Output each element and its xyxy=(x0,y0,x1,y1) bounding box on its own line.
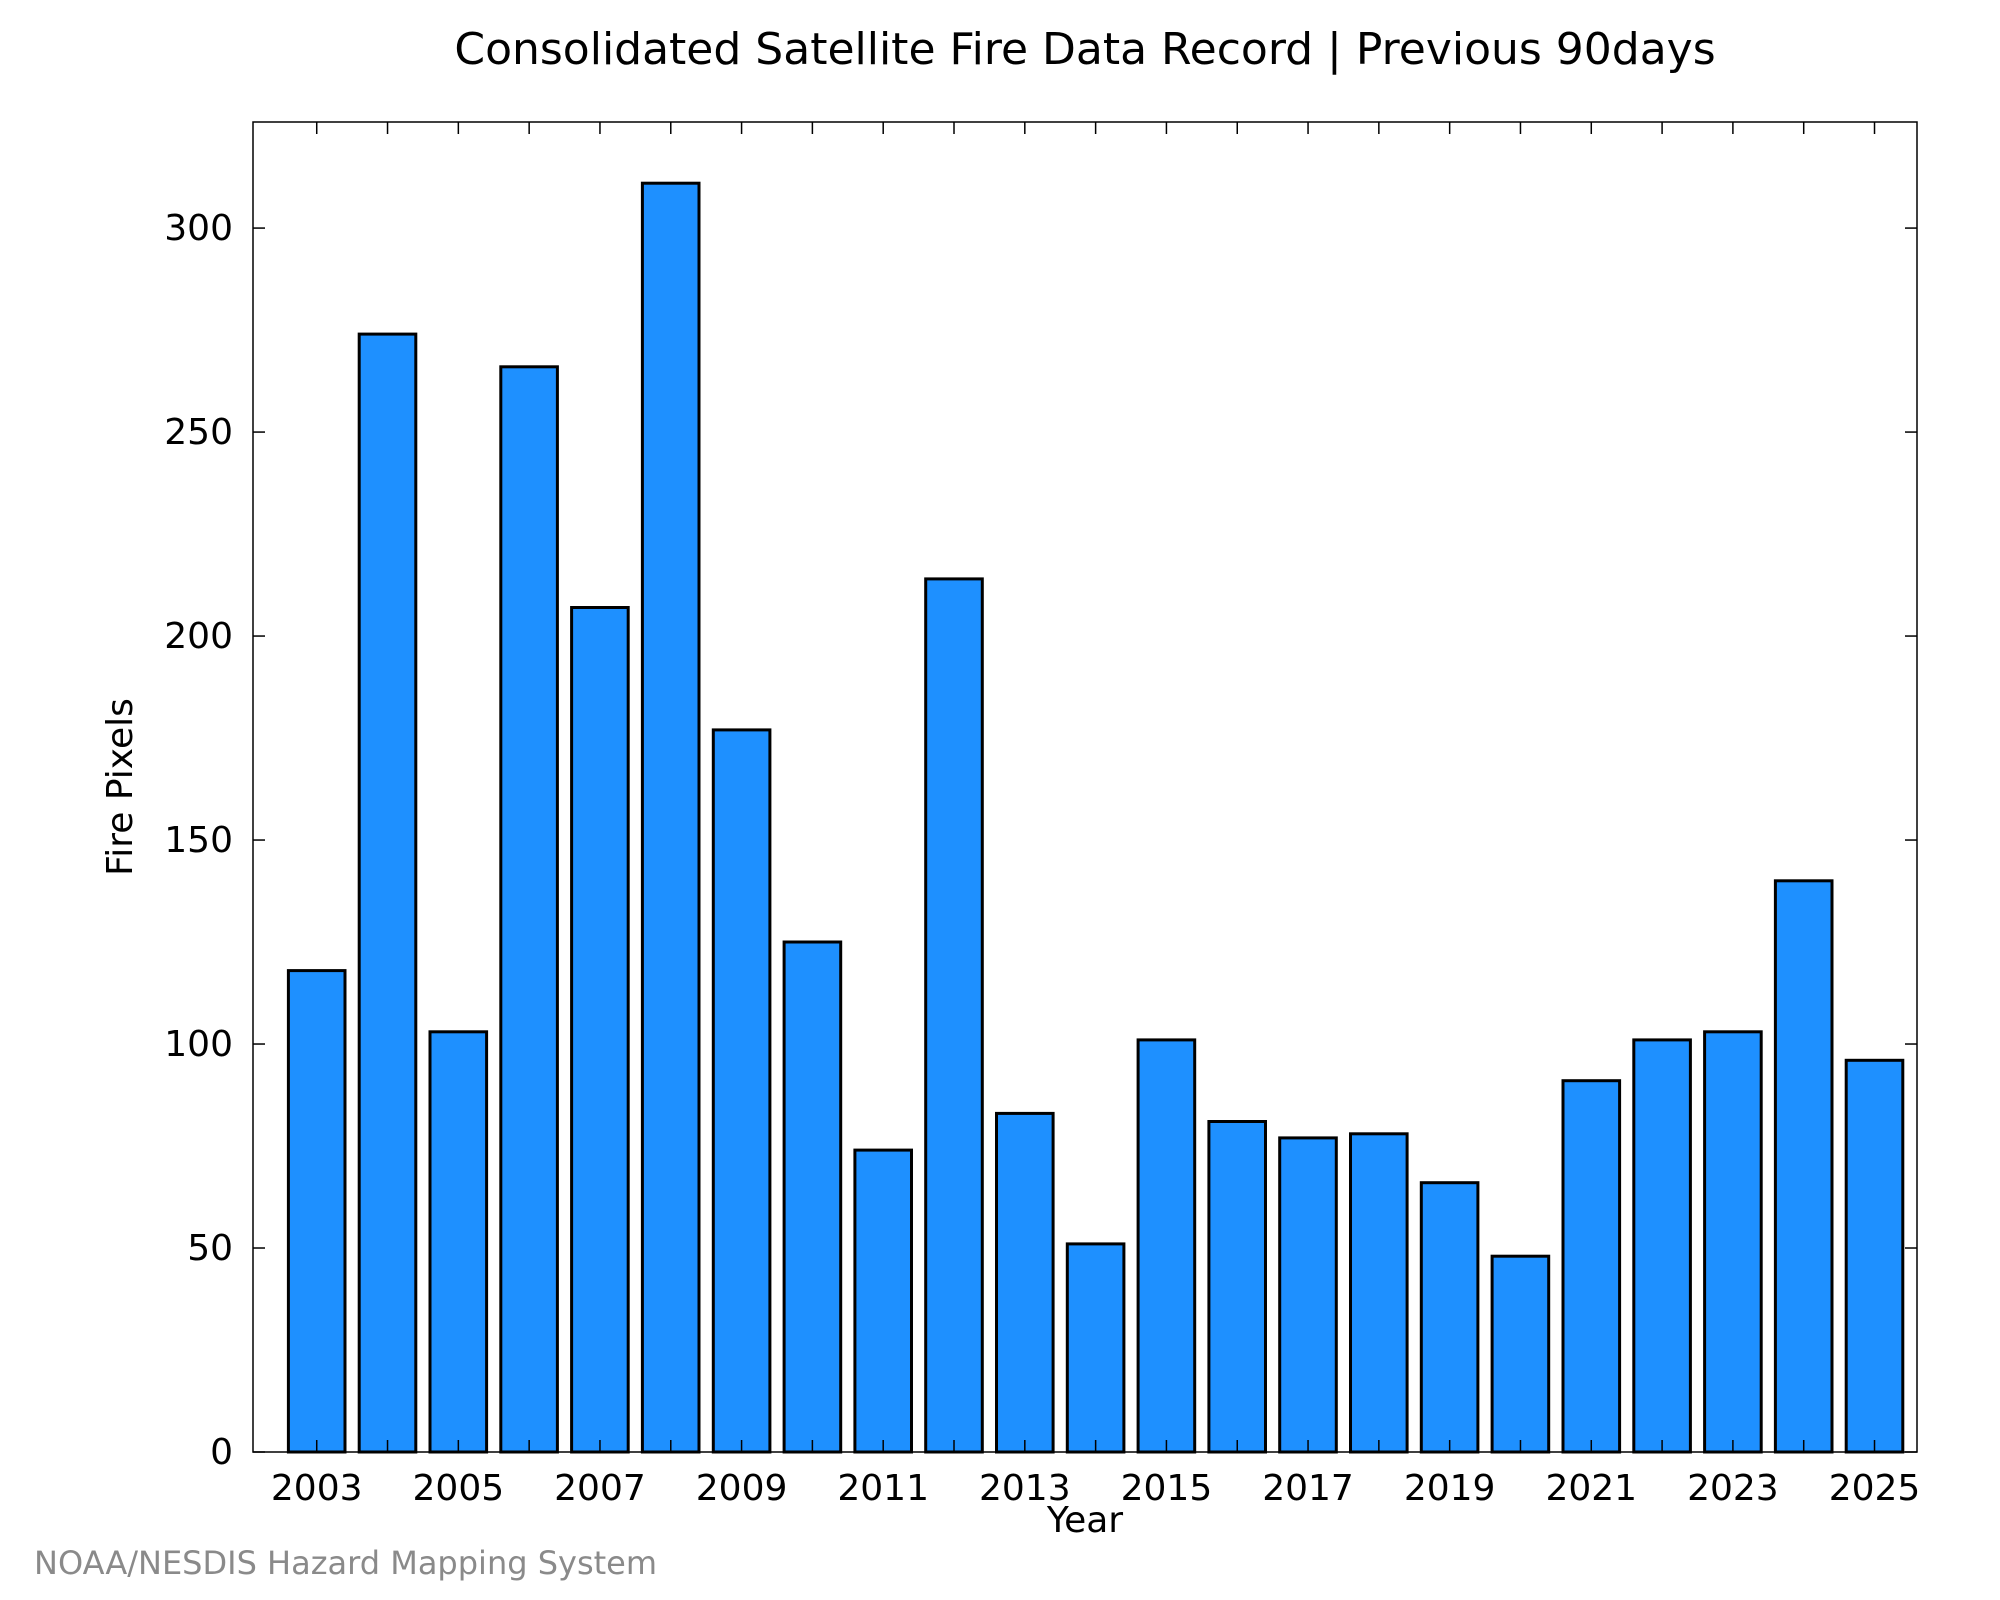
bar-2008 xyxy=(640,181,701,1454)
bar-2015 xyxy=(1136,1038,1197,1454)
bar-2010 xyxy=(782,940,843,1454)
bar-2007 xyxy=(570,606,630,1454)
bar-2018 xyxy=(1349,1132,1409,1454)
bar-2014 xyxy=(1065,1242,1126,1454)
chart-title: Consolidated Satellite Fire Data Record … xyxy=(454,24,1715,75)
bar-2017 xyxy=(1278,1136,1338,1454)
x-tick-label-2011: 2011 xyxy=(837,1468,929,1509)
y-axis-label: Fire Pixels xyxy=(100,698,141,876)
y-tick-label-200: 200 xyxy=(164,616,233,657)
y-tick-label-300: 300 xyxy=(164,208,233,249)
y-tick-label-0: 0 xyxy=(210,1432,233,1473)
y-tick-label-50: 50 xyxy=(187,1228,233,1269)
bar-2019 xyxy=(1419,1181,1480,1454)
x-tick-label-2021: 2021 xyxy=(1545,1468,1637,1509)
y-tick-label-150: 150 xyxy=(164,820,233,861)
x-tick-label-2025: 2025 xyxy=(1829,1468,1921,1509)
x-tick-label-2017: 2017 xyxy=(1262,1468,1354,1509)
bar-2022 xyxy=(1632,1038,1692,1454)
x-tick-label-2015: 2015 xyxy=(1121,1468,1213,1509)
bars-group xyxy=(286,181,1905,1454)
bar-2016 xyxy=(1207,1120,1268,1454)
bar-2006 xyxy=(499,365,559,1454)
bar-2011 xyxy=(853,1148,914,1454)
bar-2012 xyxy=(924,577,984,1454)
x-tick-label-2023: 2023 xyxy=(1687,1468,1779,1509)
x-axis-label: Year xyxy=(1046,1500,1123,1541)
bar-2021 xyxy=(1561,1079,1622,1454)
x-tick-label-2019: 2019 xyxy=(1404,1468,1496,1509)
x-tick-label-2003: 2003 xyxy=(271,1468,363,1509)
x-tick-label-2007: 2007 xyxy=(554,1468,646,1509)
x-tick-label-2013: 2013 xyxy=(979,1468,1071,1509)
bar-2013 xyxy=(995,1111,1055,1454)
bar-2005 xyxy=(428,1030,489,1454)
ticks-group: 0 50 100 150 200 250 300 2003 2005 2007 2009 2011 20… xyxy=(164,122,1920,1509)
x-tick-label-2005: 2005 xyxy=(413,1468,505,1509)
y-tick-label-100: 100 xyxy=(164,1024,233,1065)
y-tick-label-250: 250 xyxy=(164,412,233,453)
bar-2023 xyxy=(1703,1030,1763,1454)
bar-2025 xyxy=(1844,1058,1905,1454)
x-tick-label-2009: 2009 xyxy=(696,1468,788,1509)
bar-2004 xyxy=(357,332,418,1454)
plot-frame xyxy=(252,121,1918,1453)
bar-2009 xyxy=(711,728,772,1454)
bar-2003 xyxy=(286,969,347,1454)
bar-2020 xyxy=(1490,1254,1551,1454)
credit-text: NOAA/NESDIS Hazard Mapping System xyxy=(34,1544,657,1582)
bar-2024 xyxy=(1773,879,1834,1454)
